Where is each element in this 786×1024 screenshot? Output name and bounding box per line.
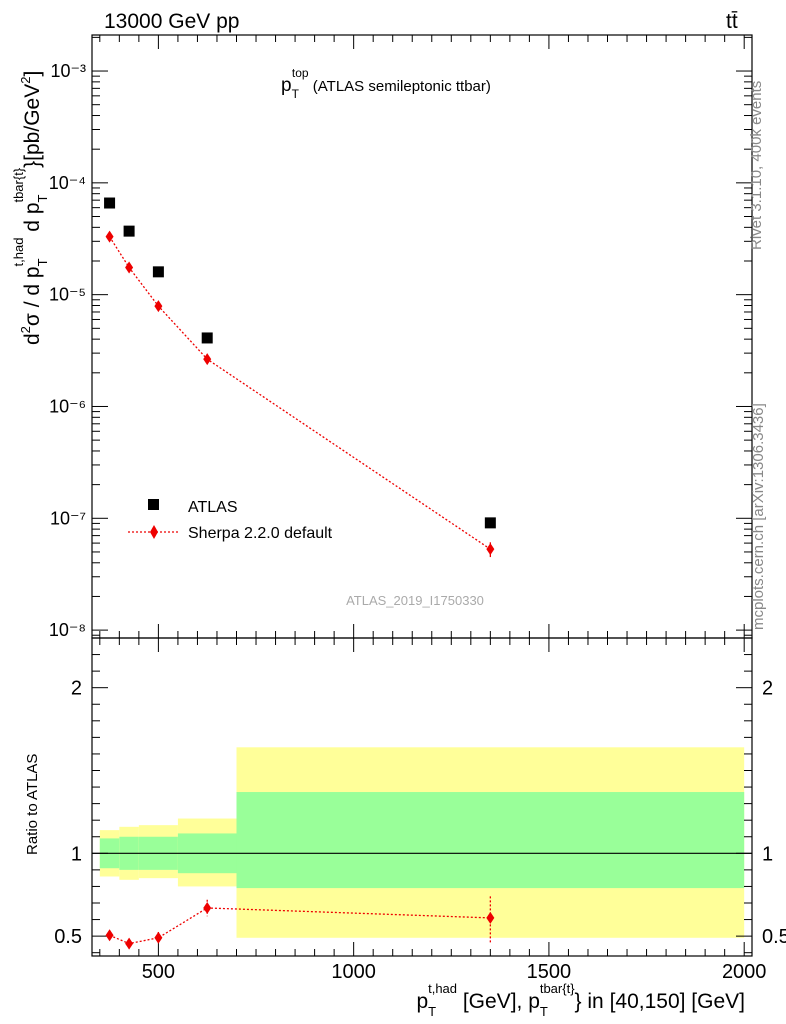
ratio-y-tick-label: 1	[71, 843, 82, 865]
main-y-tick-label: 10⁻⁷	[50, 508, 86, 528]
ratio-y-tick-label-right: 0.5	[762, 926, 786, 948]
ratio-sherpa-point	[203, 901, 212, 914]
x-tick-label: 2000	[722, 961, 767, 983]
ratio-y-axis-label: Ratio to ATLAS	[24, 754, 41, 855]
ratio-plot-frame	[91, 637, 753, 957]
ratio-series	[105, 896, 495, 950]
sherpa-line	[109, 236, 491, 550]
x-tick-label: 1000	[331, 961, 376, 983]
x-tick-label: 500	[142, 961, 175, 983]
process-label: tt̄	[726, 10, 738, 33]
x-tick-label: 1500	[527, 961, 572, 983]
sherpa-point	[125, 261, 134, 274]
ratio-y-tick-label: 0.5	[54, 926, 82, 948]
legend-atlas-marker	[148, 499, 159, 510]
main-plot-frame	[91, 34, 753, 639]
x-axis-label: pTt,had [GeV], pTtbar{t}} in [40,150] [G…	[416, 981, 745, 1019]
main-y-tick-label: 10⁻³	[50, 61, 86, 81]
atlas-point	[152, 266, 164, 278]
ratio-y-tick-label: 2	[71, 678, 82, 700]
ratio-sherpa-point	[125, 937, 134, 950]
sherpa-point	[154, 300, 163, 313]
main-y-tick-label: 10⁻⁴	[49, 173, 86, 193]
rivet-label: Rivet 3.1.10, 400k events	[748, 81, 765, 250]
main-series	[104, 197, 496, 558]
legend-sherpa-marker	[150, 525, 158, 539]
ratio-y-tick-label-right: 2	[762, 678, 773, 700]
main-y-axis-label: d2σ / d pTt,had d pTtbar{t}}[pb/GeV2]	[11, 71, 50, 345]
mcplots-label: mcplots.cern.ch [arXiv:1306.3436]	[750, 403, 767, 630]
sherpa-point	[486, 543, 495, 556]
plot-title-sub: T	[292, 87, 300, 101]
plot-title-main: p	[281, 75, 292, 96]
ratio-y-tick-label-right: 1	[762, 843, 773, 865]
plot-title-rest: (ATLAS semileptonic ttbar)	[309, 78, 491, 95]
ratio-axes: 0.5 0.5 1 1 2 2 500 1000 1500 2000	[54, 638, 786, 983]
atlas-point	[123, 225, 135, 237]
main-y-tick-label: 10⁻⁶	[49, 396, 86, 416]
legend-sherpa-label: Sherpa 2.2.0 default	[188, 525, 333, 542]
ratio-stat-band-4	[236, 792, 745, 889]
main-y-tick-label: 10⁻⁸	[49, 620, 86, 640]
legend-atlas-label: ATLAS	[188, 499, 238, 516]
energy-label: 13000 GeV pp	[104, 10, 239, 33]
sherpa-point	[203, 353, 212, 366]
ratio-sherpa-point	[154, 931, 163, 944]
ratio-uncertainty-bands	[92, 747, 752, 938]
sherpa-point	[105, 230, 114, 243]
plot-title: pTtop (ATLAS semileptonic ttbar)	[281, 66, 491, 101]
main-axes: 10⁻⁸ 10⁻⁷ 10⁻⁶ 10⁻⁵ 10⁻⁴ 10⁻³	[49, 35, 752, 640]
atlas-point	[104, 197, 116, 209]
atlas-point	[201, 332, 213, 344]
ratio-sherpa-point	[105, 929, 114, 942]
legend: ATLAS Sherpa 2.2.0 default	[128, 499, 333, 542]
analysis-watermark: ATLAS_2019_I1750330	[346, 593, 484, 608]
atlas-point	[484, 517, 496, 529]
plot-title-sup: top	[292, 66, 309, 80]
ratio-sherpa-point	[486, 911, 495, 924]
main-y-tick-label: 10⁻⁵	[49, 285, 86, 305]
